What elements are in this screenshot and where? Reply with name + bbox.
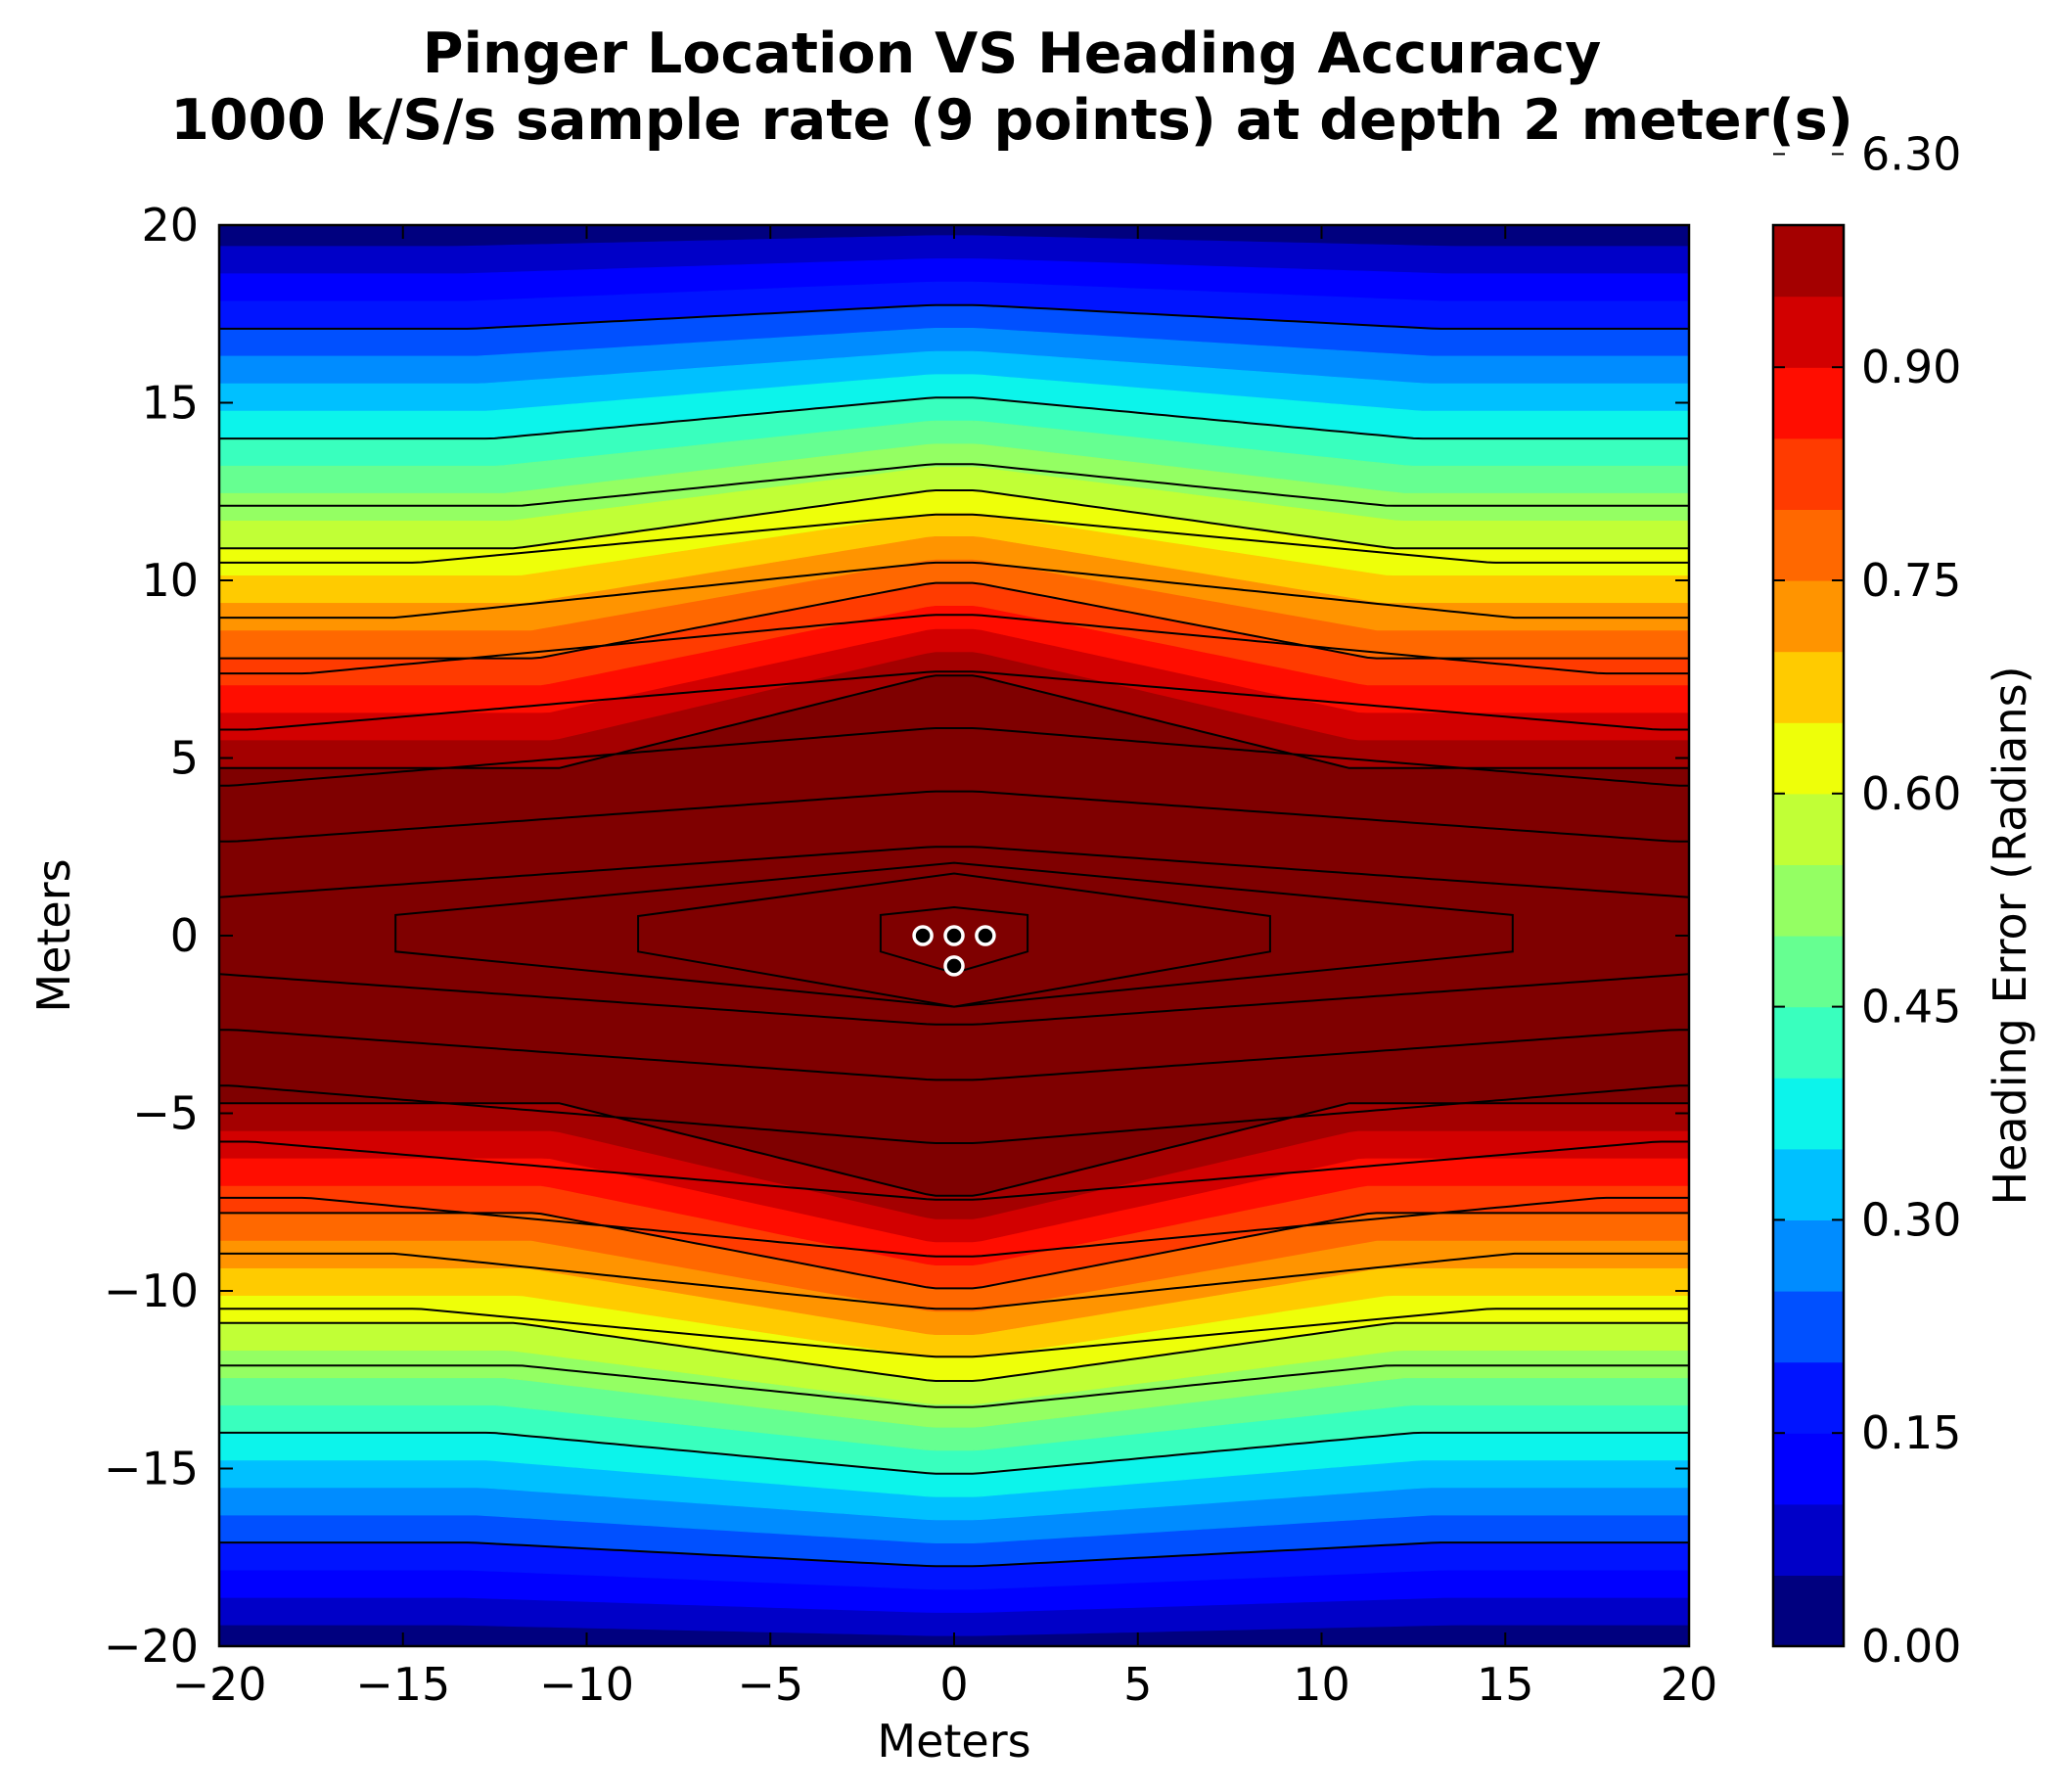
x-tick-label: −20 (171, 1658, 266, 1711)
contour-line (219, 1364, 1689, 1408)
inner-contours (219, 463, 1689, 1408)
contour-line (219, 1541, 1689, 1568)
colorbar-segment (1773, 864, 1844, 937)
contour-line (219, 670, 1689, 731)
colorbar-segment (1773, 1361, 1844, 1434)
x-tick-label: 20 (1661, 1658, 1718, 1711)
contour-line (219, 614, 1689, 675)
colorbar-segment (1773, 1503, 1844, 1576)
hydrophone-markers (912, 925, 996, 977)
x-tick-label: 15 (1477, 1658, 1534, 1711)
colorbar-segment (1773, 722, 1844, 795)
contour-ring (879, 905, 1029, 975)
contour-line (219, 1102, 1689, 1197)
colorbar-frame (1771, 223, 1846, 1648)
contour-line (219, 1321, 1689, 1382)
colorbar-segment (1773, 580, 1844, 653)
colorbar-tick-label: 6.30 (1861, 127, 1961, 180)
colorbar-segment (1773, 367, 1844, 439)
x-axis-ticks: −20 −15 −10 −5 0 5 10 15 20 (171, 225, 1717, 1711)
x-tick-label: 10 (1293, 1658, 1350, 1711)
y-axis-ticks: −20 −15 −10 −5 0 5 10 15 20 (104, 199, 1689, 1673)
hydrophone-marker (943, 925, 965, 946)
y-tick-label: −20 (104, 1620, 199, 1673)
hydrophone-marker (912, 925, 934, 946)
colorbar-segment (1773, 651, 1844, 723)
contour-line (219, 674, 1689, 769)
colorbar-tick-label: 0.45 (1861, 981, 1961, 1034)
colorbar-segment (1773, 1575, 1844, 1647)
contour-line (219, 1140, 1689, 1201)
colorbar-segment (1773, 1219, 1844, 1292)
y-tick-label: 20 (141, 199, 199, 252)
colorbar-segment (1773, 296, 1844, 368)
contour-line (219, 973, 1689, 1026)
chart-title-line2: 1000 k/S/s sample rate (9 points) at dep… (170, 88, 1853, 153)
contour-line (219, 727, 1689, 787)
colorbar-tick-label: 0.30 (1861, 1193, 1961, 1246)
contour-ring (394, 861, 1514, 1008)
colorbar-tick-label: 0.15 (1861, 1406, 1961, 1459)
contour-line (219, 513, 1689, 564)
y-tick-label: −5 (132, 1087, 199, 1140)
x-tick-label: −10 (539, 1658, 634, 1711)
y-tick-label: 5 (170, 732, 199, 785)
contour-line (219, 463, 1689, 507)
y-axis-label: Meters (27, 858, 80, 1012)
x-tick-label: −5 (737, 1658, 803, 1711)
y-tick-label: −15 (104, 1443, 199, 1495)
colorbar-segment (1773, 936, 1844, 1008)
colorbar-ticks: 0.00 0.15 0.30 0.45 0.60 0.75 0.90 6.30 (1773, 127, 1961, 1673)
contour-line (219, 1196, 1689, 1258)
colorbar-tick-label: 0.90 (1861, 341, 1961, 393)
contour-line (219, 790, 1689, 843)
x-tick-label: −15 (355, 1658, 450, 1711)
contour-bands (219, 225, 1689, 1646)
plot-area (219, 225, 1689, 1646)
colorbar-segment (1773, 793, 1844, 865)
colorbar-segment (1773, 1148, 1844, 1220)
y-tick-label: 15 (141, 377, 199, 430)
contour-line (219, 489, 1689, 550)
colorbar-tick-label: 0.00 (1861, 1620, 1961, 1673)
colorbar-segment (1773, 1006, 1844, 1079)
contour-line (219, 846, 1689, 898)
contour-line (219, 1252, 1689, 1310)
contour-line (219, 396, 1689, 440)
x-tick-label: 5 (1123, 1658, 1152, 1711)
colorbar-segment (1773, 437, 1844, 510)
colorbar-segment (1773, 1078, 1844, 1150)
colorbar (1773, 225, 1844, 1647)
contour-line (219, 1431, 1689, 1475)
y-tick-label: −10 (104, 1264, 199, 1317)
x-axis-label: Meters (877, 1715, 1030, 1768)
chart-title-line1: Pinger Location VS Heading Accuracy (423, 22, 1602, 86)
y-tick-label: 0 (170, 909, 199, 962)
y-tick-label: 10 (141, 554, 199, 607)
colorbar-tick-label: 0.75 (1861, 554, 1961, 607)
colorbar-segment (1773, 1433, 1844, 1505)
colorbar-tick-label: 0.60 (1861, 767, 1961, 820)
contour-line (219, 1308, 1689, 1358)
contour-line (219, 561, 1689, 620)
contour-line (219, 1084, 1689, 1144)
colorbar-segment (1773, 1291, 1844, 1363)
contour-lines (219, 303, 1689, 1568)
colorbar-segment (1773, 225, 1844, 298)
contour-ring (637, 872, 1271, 1008)
colorbar-segment (1773, 509, 1844, 581)
contour-line (219, 303, 1689, 330)
contour-line (219, 1029, 1689, 1081)
colorbar-label: Heading Error (Radians) (1984, 666, 2036, 1205)
hydrophone-marker (943, 955, 965, 977)
hydrophone-marker (975, 925, 996, 946)
x-tick-label: 0 (939, 1658, 968, 1711)
